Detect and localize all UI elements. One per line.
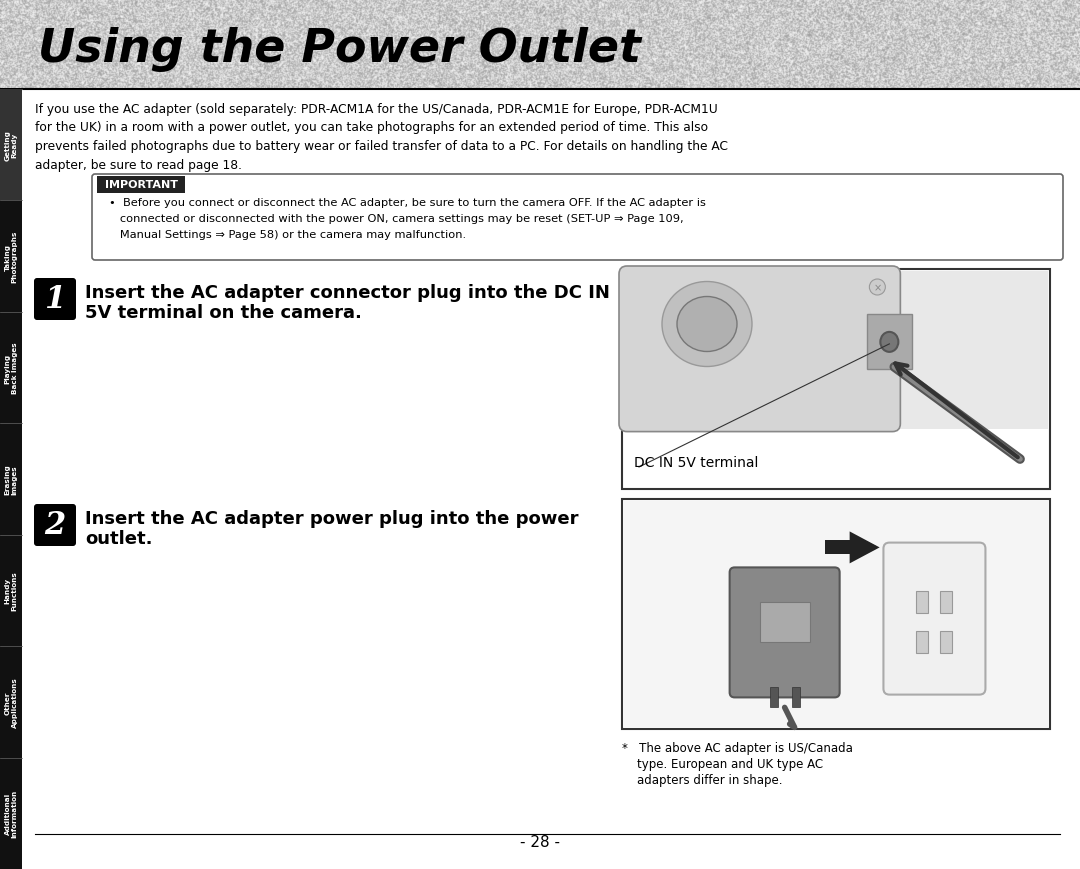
Text: connected or disconnected with the power ON, camera settings may be reset (SET-U: connected or disconnected with the power…: [109, 214, 684, 223]
FancyBboxPatch shape: [730, 567, 839, 698]
Ellipse shape: [677, 297, 737, 352]
FancyBboxPatch shape: [92, 175, 1063, 261]
FancyBboxPatch shape: [619, 267, 901, 432]
Bar: [97, 176, 185, 194]
Text: Taking
Photographs: Taking Photographs: [4, 230, 17, 283]
Text: Erasing
Images: Erasing Images: [4, 464, 17, 494]
Ellipse shape: [869, 280, 886, 295]
Text: ×: ×: [874, 282, 881, 293]
Bar: [792, 687, 799, 707]
Bar: [825, 541, 854, 554]
Text: - 28 -: - 28 -: [519, 834, 561, 849]
Text: DC IN 5V terminal: DC IN 5V terminal: [634, 455, 758, 469]
Text: adapter, be sure to read page 18.: adapter, be sure to read page 18.: [35, 158, 242, 171]
Text: Insert the AC adapter connector plug into the DC IN: Insert the AC adapter connector plug int…: [85, 283, 610, 302]
Bar: [624, 501, 1048, 727]
Text: adapters differ in shape.: adapters differ in shape.: [622, 773, 783, 786]
Text: outlet.: outlet.: [85, 529, 152, 547]
Bar: [917, 591, 929, 613]
Text: Getting
Ready: Getting Ready: [4, 130, 17, 161]
Text: Playing
Back Images: Playing Back Images: [4, 342, 17, 394]
Text: IMPORTANT: IMPORTANT: [105, 180, 177, 190]
Ellipse shape: [880, 333, 899, 353]
Text: 5V terminal on the camera.: 5V terminal on the camera.: [85, 303, 362, 322]
Text: *   The above AC adapter is US/Canada: * The above AC adapter is US/Canada: [622, 741, 853, 754]
Text: Additional
Information: Additional Information: [4, 789, 17, 838]
Bar: [770, 687, 778, 707]
Ellipse shape: [662, 282, 752, 367]
Bar: [624, 272, 1048, 430]
Text: Manual Settings ⇒ Page 58) or the camera may malfunction.: Manual Settings ⇒ Page 58) or the camera…: [109, 229, 467, 240]
Bar: [917, 631, 929, 653]
Text: •  Before you connect or disconnect the AC adapter, be sure to turn the camera O: • Before you connect or disconnect the A…: [109, 198, 706, 208]
Text: Handy
Functions: Handy Functions: [4, 571, 17, 611]
Text: for the UK) in a room with a power outlet, you can take photographs for an exten: for the UK) in a room with a power outle…: [35, 122, 708, 135]
Text: Other
Applications: Other Applications: [4, 677, 17, 727]
Bar: [867, 315, 913, 369]
Bar: [941, 631, 953, 653]
Bar: [0, 90, 22, 202]
Bar: [759, 603, 810, 643]
Text: If you use the AC adapter (sold separately: PDR-ACM1A for the US/Canada, PDR-ACM: If you use the AC adapter (sold separate…: [35, 103, 718, 116]
Text: type. European and UK type AC: type. European and UK type AC: [622, 757, 823, 770]
Bar: [941, 591, 953, 613]
FancyBboxPatch shape: [33, 279, 76, 321]
Text: 2: 2: [44, 510, 66, 541]
Bar: [622, 269, 1050, 489]
FancyBboxPatch shape: [33, 504, 76, 547]
Bar: [622, 500, 1050, 729]
FancyBboxPatch shape: [883, 543, 985, 695]
Bar: [0, 90, 22, 869]
Text: 1: 1: [44, 284, 66, 315]
Text: prevents failed photographs due to battery wear or failed transfer of data to a : prevents failed photographs due to batte…: [35, 140, 728, 153]
Text: Insert the AC adapter power plug into the power: Insert the AC adapter power plug into th…: [85, 509, 579, 527]
Text: Using the Power Outlet: Using the Power Outlet: [38, 27, 640, 72]
Polygon shape: [850, 532, 879, 564]
